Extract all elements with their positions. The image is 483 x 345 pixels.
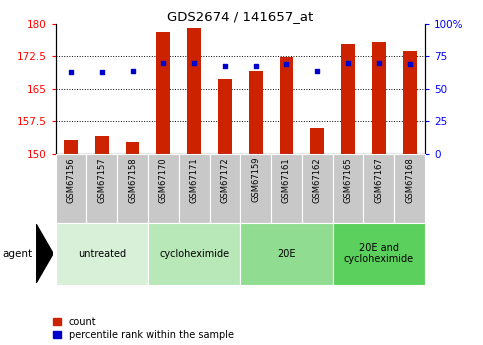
Point xyxy=(344,60,352,66)
Point xyxy=(67,69,75,75)
Point xyxy=(406,61,413,67)
Bar xyxy=(187,28,201,154)
Text: untreated: untreated xyxy=(78,249,126,258)
FancyBboxPatch shape xyxy=(86,154,117,223)
Text: 20E and
cycloheximide: 20E and cycloheximide xyxy=(344,243,414,264)
Text: GSM67158: GSM67158 xyxy=(128,157,137,203)
Text: GDS2674 / 141657_at: GDS2674 / 141657_at xyxy=(167,10,313,23)
Text: GSM67162: GSM67162 xyxy=(313,157,322,203)
Point xyxy=(98,69,106,75)
Text: 20E: 20E xyxy=(277,249,296,258)
FancyBboxPatch shape xyxy=(333,223,425,285)
Point xyxy=(159,60,167,66)
FancyBboxPatch shape xyxy=(271,154,302,223)
FancyBboxPatch shape xyxy=(117,154,148,223)
Point xyxy=(252,63,259,68)
Text: GSM67171: GSM67171 xyxy=(190,157,199,203)
FancyBboxPatch shape xyxy=(240,154,271,223)
Text: GSM67161: GSM67161 xyxy=(282,157,291,203)
Text: GSM67165: GSM67165 xyxy=(343,157,353,203)
FancyBboxPatch shape xyxy=(394,154,425,223)
Point xyxy=(283,61,290,67)
Text: GSM67157: GSM67157 xyxy=(97,157,106,203)
Text: cycloheximide: cycloheximide xyxy=(159,249,229,258)
FancyBboxPatch shape xyxy=(148,223,240,285)
Bar xyxy=(403,51,416,154)
Bar xyxy=(372,42,386,154)
Bar xyxy=(280,57,293,154)
Text: GSM67156: GSM67156 xyxy=(67,157,75,203)
Bar xyxy=(249,71,263,154)
Bar xyxy=(341,45,355,154)
Point xyxy=(313,68,321,73)
FancyBboxPatch shape xyxy=(210,154,240,223)
FancyBboxPatch shape xyxy=(56,223,148,285)
Bar xyxy=(311,128,324,154)
FancyBboxPatch shape xyxy=(302,154,333,223)
Bar xyxy=(126,142,140,154)
FancyBboxPatch shape xyxy=(240,223,333,285)
Bar xyxy=(95,136,109,154)
FancyBboxPatch shape xyxy=(179,154,210,223)
Point xyxy=(221,63,229,68)
Legend: count, percentile rank within the sample: count, percentile rank within the sample xyxy=(53,317,234,340)
FancyBboxPatch shape xyxy=(364,154,394,223)
FancyBboxPatch shape xyxy=(148,154,179,223)
Point xyxy=(190,60,198,66)
Text: agent: agent xyxy=(2,249,32,258)
FancyBboxPatch shape xyxy=(333,154,364,223)
Text: GSM67159: GSM67159 xyxy=(251,157,260,203)
Bar xyxy=(156,32,170,154)
Polygon shape xyxy=(36,224,53,283)
Text: GSM67170: GSM67170 xyxy=(159,157,168,203)
Point xyxy=(375,60,383,66)
FancyBboxPatch shape xyxy=(56,154,86,223)
Text: GSM67168: GSM67168 xyxy=(405,157,414,203)
Text: GSM67172: GSM67172 xyxy=(220,157,229,203)
Bar xyxy=(218,79,232,154)
Point xyxy=(128,68,136,73)
Bar xyxy=(64,140,78,154)
Text: GSM67167: GSM67167 xyxy=(374,157,384,203)
